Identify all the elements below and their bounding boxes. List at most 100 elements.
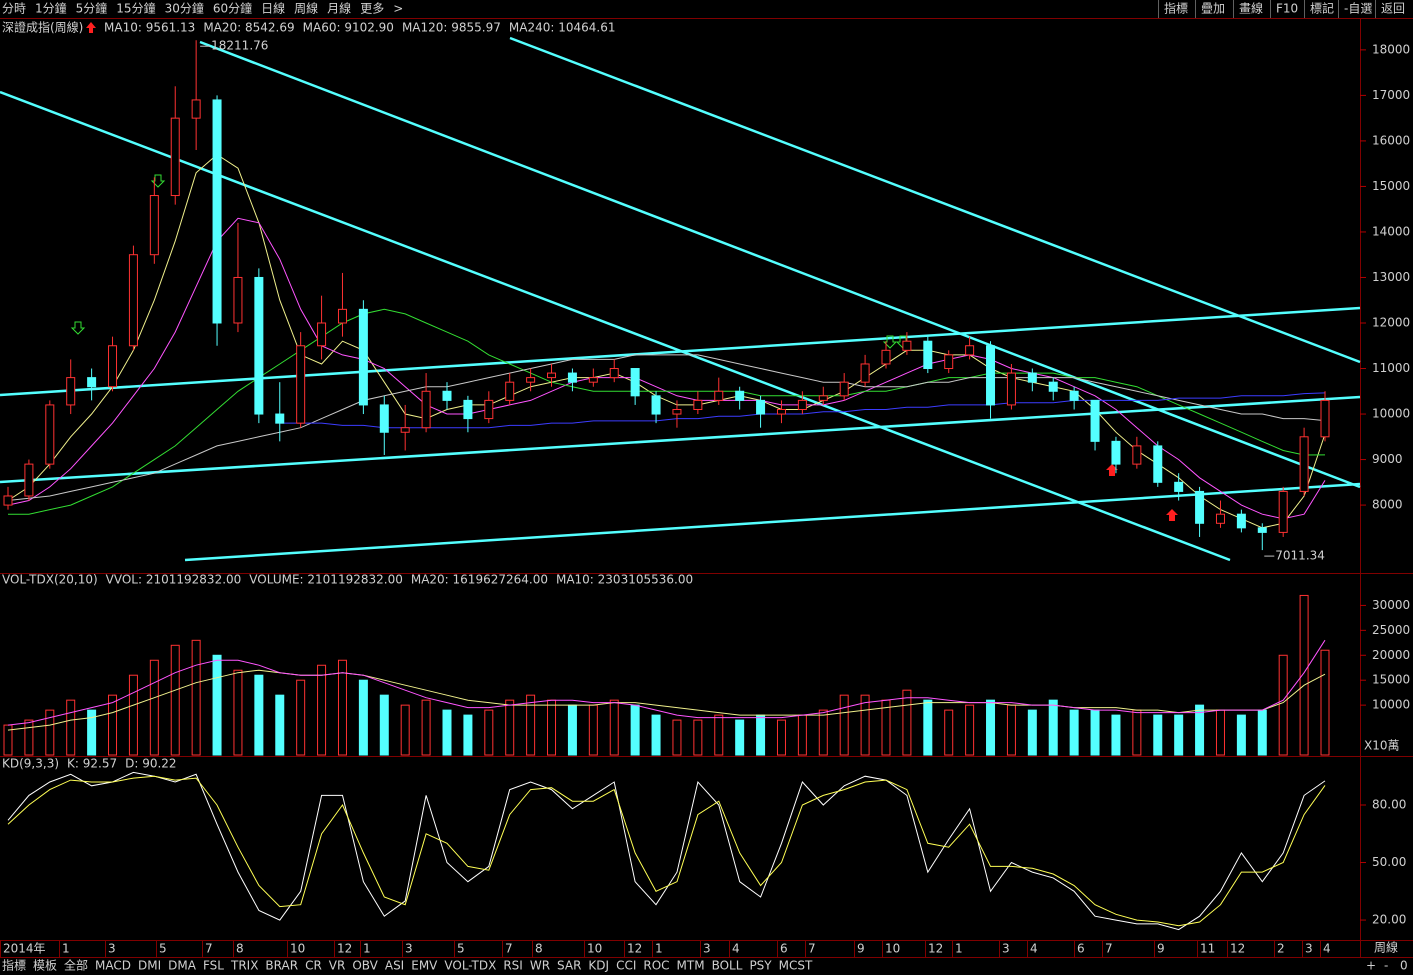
indicator-tab[interactable]: TRIX [230,959,258,973]
menu-item[interactable]: 15分鐘 [116,1,155,16]
legend-item: MA10: 9561.13 [104,21,195,35]
volume-bar [1257,709,1267,756]
volume-bar [1111,714,1121,756]
indicator-tab[interactable]: KDJ [588,959,609,973]
menu-item[interactable]: 60分鐘 [213,1,252,16]
indicator-tab[interactable]: DMA [168,959,197,973]
volume-bar [24,719,34,756]
tool-button[interactable]: 畫線 [1239,1,1263,16]
indicator-tab[interactable]: 全部 [64,958,88,973]
indicator-tab[interactable]: BRAR [265,959,298,973]
indicator-tab[interactable]: BOLL [712,959,743,973]
indicator-header: MA10: 2303105536.00 [556,573,693,587]
volume-bar [484,709,494,756]
menu-item[interactable]: > [393,2,403,16]
volume-bar [776,719,786,756]
tool-button[interactable]: F10 [1276,2,1298,16]
menu-item[interactable]: 分時 [2,2,26,16]
time-label: 3 [703,942,711,956]
tool-button[interactable]: -自選 [1344,2,1372,16]
indicator-header: D: 90.22 [125,757,176,771]
time-label: 9 [1157,942,1165,956]
volume-bar [442,709,452,756]
indicator-tab[interactable]: 指標 [2,958,26,973]
indicator-tab[interactable]: 模板 [33,959,57,973]
volume-bar [797,714,807,756]
indicator-tab[interactable]: MACD [95,959,131,973]
candle-body [1048,381,1058,392]
tool-button[interactable]: 返回 [1381,2,1405,16]
tool-button[interactable]: 指標 [1164,1,1188,16]
indicator-header: VOL-TDX(20,10) [2,573,98,587]
indicator-tab[interactable]: VOL-TDX [444,959,496,973]
candle-body [317,322,327,347]
indicator-tab[interactable]: ASI [385,959,404,973]
indicator-tab[interactable]: MCST [779,959,813,973]
candle-body [735,390,745,401]
indicator-tab[interactable]: VR [329,959,346,973]
menu-item[interactable]: 5分鐘 [76,1,108,16]
indicator-tab[interactable]: MTM [677,959,705,973]
y-tick-label: 50.00 [1372,855,1406,869]
candle-body [1236,513,1246,529]
menu-item[interactable]: 更多 [360,2,384,16]
indicator-tab[interactable]: CR [305,959,322,973]
tool-button[interactable]: 標記 [1310,1,1334,16]
zoom-control[interactable]: + [1366,959,1376,973]
zoom-control[interactable]: - [1384,959,1388,973]
menu-item[interactable]: 周線 [294,1,318,16]
candle-body [128,254,138,347]
indicator-tab[interactable]: CCI [616,959,636,973]
volume-bar [149,659,159,756]
candle-body [149,195,159,256]
volume-bar [902,689,912,756]
candle-body [1111,440,1121,465]
ma-line [7,775,1326,927]
zoom-control[interactable]: 0 [1400,959,1408,973]
legend-item: MA60: 9102.90 [303,21,394,35]
volume-bar [1153,714,1163,756]
volume-bar [1090,709,1100,756]
candle-body [1320,399,1330,438]
menu-item[interactable]: 月線 [327,1,351,16]
indicator-tab[interactable]: ROC [643,959,669,973]
time-label: 12 [627,942,642,956]
y-tick-label: 16000 [1372,133,1410,147]
indicator-tab[interactable]: OBV [352,959,378,973]
candle-body [275,413,285,424]
time-label: 7 [205,942,213,956]
volume-bar [1027,709,1037,756]
menu-item[interactable]: 日線 [261,1,285,16]
candle-body [170,117,180,197]
indicator-tab[interactable]: RSI [503,959,523,973]
time-label: 3 [405,942,413,956]
indicator-tab[interactable]: SAR [557,959,581,973]
volume-bar [254,674,264,756]
indicator-tab[interactable]: DMI [138,959,161,973]
time-label: 6 [780,942,788,956]
candle-body [693,399,703,410]
time-label: 7 [808,942,816,956]
legend-item: MA120: 9855.97 [402,21,501,35]
tool-button[interactable]: 疊加 [1201,2,1225,16]
trend-line [0,90,1231,562]
time-label: 2014年 [3,942,46,956]
candle-body [254,276,264,415]
volume-bar [1006,704,1016,756]
indicator-tab[interactable]: FSL [203,959,224,973]
candle-body [672,408,682,415]
indicator-header: KD(9,3,3) [2,757,59,771]
candle-body [1215,513,1225,524]
volume-bar [400,704,410,756]
y-tick-label: 12000 [1372,315,1410,329]
candle-body [296,345,306,424]
y-tick-label: 15000 [1372,179,1410,193]
indicator-tab[interactable]: EMV [411,959,438,973]
candle-body [609,368,619,379]
menu-item[interactable]: 30分鐘 [165,1,204,16]
volume-bar [986,699,996,756]
menu-item[interactable]: 1分鐘 [35,1,67,16]
indicator-tab[interactable]: WR [530,959,550,973]
indicator-tab[interactable]: PSY [749,959,772,973]
candle-body [358,308,368,406]
